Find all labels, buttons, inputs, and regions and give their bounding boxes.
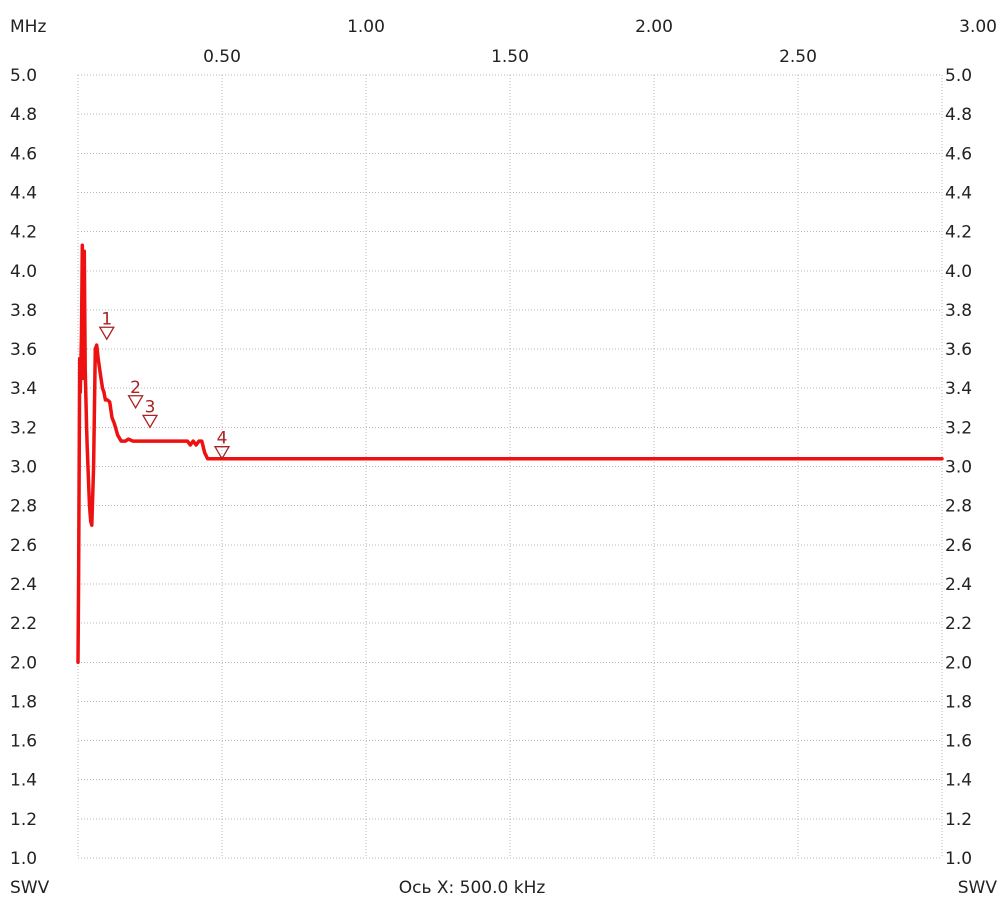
y-tick-label-right: 4.8 [945, 105, 972, 125]
y-tick-label-left: 3.4 [10, 379, 37, 399]
x-tick-label: 2.00 [635, 17, 673, 37]
y-tick-label-right: 3.0 [945, 458, 972, 478]
marker-1-triangle [98, 326, 115, 341]
y-tick-label-right: 3.6 [945, 340, 972, 360]
marker-3-triangle [141, 414, 159, 429]
y-tick-label-left: 1.6 [10, 732, 37, 752]
y-axis-label-right: SWV [958, 878, 998, 898]
y-tick-label-right: 3.2 [945, 418, 972, 438]
y-tick-label-left: 5.0 [10, 66, 37, 86]
y-tick-label-right: 4.0 [945, 262, 972, 282]
x-tick-label: 1.50 [491, 47, 529, 67]
x-tick-label: 2.50 [779, 47, 817, 67]
x-tick-label: 0.50 [203, 47, 241, 67]
y-tick-label-left: 4.6 [10, 144, 37, 164]
marker-1-label: 1 [101, 309, 112, 329]
y-tick-label-right: 3.8 [945, 301, 972, 321]
x-unit-label: MHz [10, 17, 46, 37]
y-tick-label-left: 4.8 [10, 105, 37, 125]
y-tick-label-left: 1.8 [10, 692, 37, 712]
y-tick-label-right: 2.6 [945, 536, 972, 556]
x-tick-label: 3.00 [959, 17, 997, 37]
y-tick-label-left: 1.2 [10, 810, 37, 830]
marker-4-triangle [213, 446, 231, 460]
y-tick-label-left: 1.0 [10, 849, 37, 869]
y-tick-label-right: 2.0 [945, 653, 972, 673]
y-tick-label-left: 2.6 [10, 536, 37, 556]
y-tick-label-right: 1.4 [945, 771, 972, 791]
y-tick-label-left: 2.0 [10, 653, 37, 673]
marker-2-triangle [127, 395, 144, 410]
y-tick-label-right: 4.6 [945, 144, 972, 164]
x-tick-label: 1.00 [347, 17, 385, 37]
y-tick-label-left: 4.4 [10, 183, 37, 203]
y-tick-label-left: 3.0 [10, 458, 37, 478]
x-tick-labels: 1.00 2.00 3.00 0.50 1.50 2.50 [203, 17, 997, 67]
grid [77, 74, 943, 859]
y-tick-label-right: 3.4 [945, 379, 972, 399]
y-tick-label-left: 3.2 [10, 418, 37, 438]
y-tick-label-right: 1.2 [945, 810, 972, 830]
y-tick-label-left: 2.2 [10, 614, 37, 634]
y-tick-label-right: 4.4 [945, 183, 972, 203]
x-axis-note: Ось X: 500.0 kHz [399, 878, 546, 898]
swr-trace [76, 243, 944, 665]
y-tick-label-right: 2.2 [945, 614, 972, 634]
y-axis-label-left: SWV [10, 878, 50, 898]
marker-4-label: 4 [217, 429, 228, 449]
y-tick-label-right: 1.8 [945, 692, 972, 712]
markers: 1 23 4 [98, 309, 231, 460]
y-tick-label-right: 4.2 [945, 223, 972, 243]
y-tick-label-left: 3.8 [10, 301, 37, 321]
y-tick-label-left: 2.8 [10, 497, 37, 517]
y-tick-label-left: 3.6 [10, 340, 37, 360]
y-tick-label-left: 2.4 [10, 575, 37, 595]
y-tick-label-right: 1.0 [945, 849, 972, 869]
y-tick-label-right: 5.0 [945, 66, 972, 86]
y-tick-label-left: 1.4 [10, 771, 37, 791]
y-tick-label-left: 4.2 [10, 223, 37, 243]
y-tick-labels: 5.0 5.0 4.8 4.8 4.6 4.6 4.4 4.4 4.2 4.2 4.0 4.0 3.8 3… [10, 66, 972, 869]
y-tick-label-left: 4.0 [10, 262, 37, 282]
marker-3-label: 3 [145, 397, 156, 417]
marker-2-label: 2 [130, 378, 141, 398]
y-tick-label-right: 2.4 [945, 575, 972, 595]
y-tick-label-right: 2.8 [945, 497, 972, 517]
y-tick-label-right: 1.6 [945, 732, 972, 752]
